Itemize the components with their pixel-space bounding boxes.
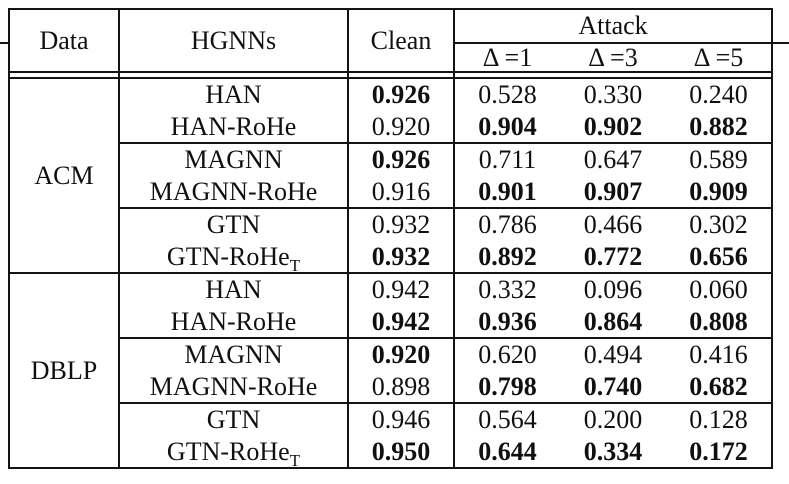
attack-delta5-value: 0.808 xyxy=(666,305,773,340)
table-row: MAGNN 0.920 0.620 0.494 0.416 xyxy=(9,338,772,371)
column-header-delta5: Δ =5 xyxy=(666,43,773,74)
table-row: HAN-RoHe 0.942 0.936 0.864 0.808 xyxy=(9,305,773,340)
attack-delta3-value: 0.772 xyxy=(560,240,666,275)
table-row: ACM HAN 0.926 0.528 0.330 0.240 xyxy=(9,78,772,275)
attack-delta5-value: 0.128 xyxy=(689,405,748,435)
model-subscript: T xyxy=(289,451,301,471)
model-name: GTN xyxy=(119,403,349,436)
table-row: MAGNN 0.926 0.711 0.647 0.589 xyxy=(9,143,772,176)
attack-delta3-value: 0.494 xyxy=(583,340,643,370)
table-row: GTN 0.946 0.564 0.200 0.128 xyxy=(9,403,772,436)
model-name: HAN xyxy=(119,78,349,111)
model-name: MAGNN xyxy=(119,143,349,176)
attack-delta5-value: 0.240 xyxy=(689,80,748,110)
model-name: HAN-RoHe xyxy=(119,110,349,145)
attack-delta1-value: 0.786 xyxy=(478,210,537,240)
double-rule-spacer xyxy=(9,72,773,80)
model-subscript: T xyxy=(289,256,301,276)
clean-value: 0.942 xyxy=(348,273,455,306)
attack-delta5-value: 0.909 xyxy=(666,175,773,210)
attack-delta1-value: 0.892 xyxy=(454,240,560,275)
attack-delta3-value: 0.902 xyxy=(560,110,666,145)
clean-value: 0.920 xyxy=(348,110,455,145)
attack-delta1-value: 0.564 xyxy=(478,405,537,435)
model-name: MAGNN-RoHe xyxy=(119,370,349,405)
attack-delta1-value: 0.711 xyxy=(478,145,537,175)
clean-value: 0.898 xyxy=(348,370,455,405)
column-header-delta3: Δ =3 xyxy=(560,43,666,74)
left-edge-rule-mark xyxy=(0,42,10,44)
attack-delta1-value: 0.904 xyxy=(454,110,560,145)
column-header-attack: Attack xyxy=(454,9,773,44)
attack-delta3-value: 0.096 xyxy=(583,275,643,305)
attack-delta5-value: 0.416 xyxy=(689,340,748,370)
column-header-clean: Clean xyxy=(348,9,455,74)
attack-delta3-value: 0.466 xyxy=(583,210,643,240)
table-row: GTN-RoHeT 0.932 0.892 0.772 0.656 xyxy=(9,240,773,276)
attack-delta5-value: 0.302 xyxy=(689,210,748,240)
attack-delta1-value: 0.901 xyxy=(454,175,560,210)
attack-delta3-value: 0.200 xyxy=(583,405,643,435)
attack-delta3-value: 0.740 xyxy=(560,370,666,405)
model-name: MAGNN xyxy=(119,338,349,371)
attack-delta1-value: 0.798 xyxy=(454,370,560,405)
model-name: GTN xyxy=(119,208,349,241)
clean-value: 0.920 xyxy=(348,338,455,371)
attack-delta1-value: 0.332 xyxy=(478,275,537,305)
attack-delta3-value: 0.330 xyxy=(583,80,643,110)
clean-value: 0.916 xyxy=(348,175,455,210)
attack-delta3-value: 0.647 xyxy=(583,145,643,175)
attack-delta3-value: 0.864 xyxy=(560,305,666,340)
clean-value: 0.932 xyxy=(348,240,455,275)
dataset-label-dblp: DBLP xyxy=(9,273,120,469)
attack-delta5-value: 0.682 xyxy=(666,370,773,405)
column-header-hgnns: HGNNs xyxy=(119,9,349,74)
attack-delta1-value: 0.620 xyxy=(478,340,537,370)
column-header-data: Data xyxy=(9,9,120,74)
clean-value: 0.950 xyxy=(348,435,455,469)
attack-delta5-value: 0.060 xyxy=(689,275,748,305)
table-row: DBLP HAN 0.942 0.332 0.096 0.060 xyxy=(9,273,772,469)
column-header-delta1: Δ =1 xyxy=(454,43,560,74)
clean-value: 0.942 xyxy=(348,305,455,340)
clean-value: 0.932 xyxy=(348,208,455,241)
table-row: GTN 0.932 0.786 0.466 0.302 xyxy=(9,208,772,241)
dataset-label-acm: ACM xyxy=(9,78,120,275)
header-row-deltas: Δ =1 Δ =3 Δ =5 xyxy=(9,43,773,74)
clean-value: 0.926 xyxy=(348,78,455,111)
right-edge-rule-mark xyxy=(771,42,789,44)
attack-delta5-value: 0.172 xyxy=(689,436,748,466)
attack-delta3-value: 0.907 xyxy=(560,175,666,210)
attack-delta1-value: 0.936 xyxy=(454,305,560,340)
results-table: Data HGNNs Clean Attack Δ =1 Δ =3 Δ =5 A… xyxy=(8,8,774,471)
attack-delta3-value: 0.334 xyxy=(583,436,643,466)
attack-delta1-value: 0.644 xyxy=(478,436,537,466)
model-name: HAN-RoHe xyxy=(119,305,349,340)
model-name: GTN-RoHeT xyxy=(119,435,349,471)
clean-value: 0.946 xyxy=(348,403,455,436)
model-name: HAN xyxy=(119,273,349,306)
table-row: MAGNN-RoHe 0.916 0.901 0.907 0.909 xyxy=(9,175,773,210)
table-row: HAN-RoHe 0.920 0.904 0.902 0.882 xyxy=(9,110,773,145)
header-row-top: Data HGNNs Clean Attack xyxy=(9,9,773,74)
model-name: GTN-RoHeT xyxy=(119,240,349,276)
attack-delta5-value: 0.589 xyxy=(689,145,748,175)
attack-delta1-value: 0.528 xyxy=(478,80,537,110)
table-row: GTN-RoHeT 0.950 0.644 0.334 0.172 xyxy=(9,435,772,471)
model-name: MAGNN-RoHe xyxy=(119,175,349,210)
attack-delta5-value: 0.882 xyxy=(666,110,773,145)
clean-value: 0.926 xyxy=(348,143,455,176)
attack-delta5-value: 0.656 xyxy=(666,240,773,275)
table-row: MAGNN-RoHe 0.898 0.798 0.740 0.682 xyxy=(9,370,773,405)
